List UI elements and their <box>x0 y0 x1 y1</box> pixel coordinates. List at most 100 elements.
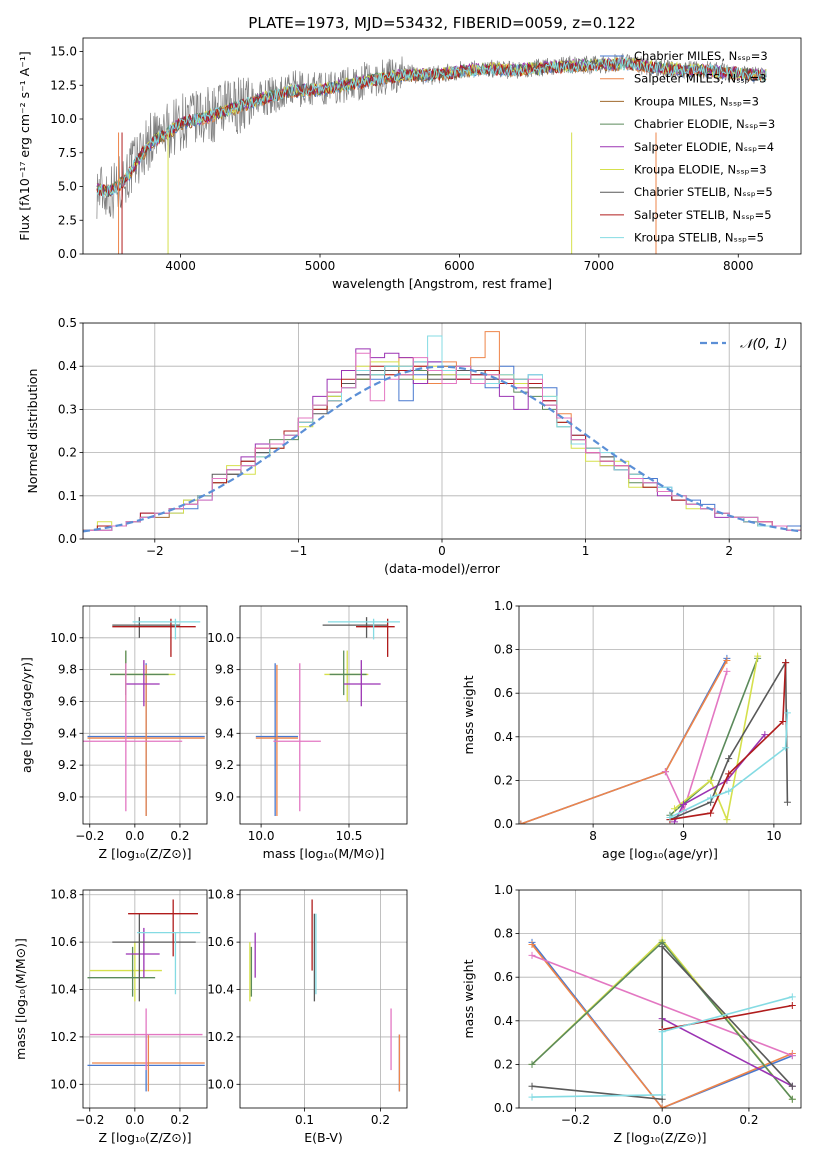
axes-frame <box>518 889 802 1109</box>
axes-frame <box>82 37 802 255</box>
weight-marker <box>680 800 687 808</box>
legend-label: Kroupa ELODIE, Nₛₛₚ=3 <box>634 163 767 177</box>
x-tick-label: −0.2 <box>75 1113 104 1127</box>
x-tick-label: 0.2 <box>739 1113 758 1127</box>
y-tick-label: 10.4 <box>207 983 234 997</box>
weight-series-line <box>669 662 787 821</box>
weight-marker <box>670 805 678 813</box>
weight-marker <box>782 744 790 752</box>
weight-marker <box>528 951 536 959</box>
x-tick-label: 10.5 <box>336 829 363 843</box>
y-tick-label: 10.8 <box>50 888 77 902</box>
x-axis-label: Z [log₁₀(Z/Z⊙)] <box>614 1130 707 1145</box>
legend-label: Kroupa STELIB, Nₛₛₚ=5 <box>634 231 764 245</box>
y-tick-label: 10.8 <box>207 888 234 902</box>
weight-marker <box>658 943 666 951</box>
weight-marker <box>707 776 715 784</box>
axes-frame <box>82 605 208 825</box>
legend-label: Salpeter STELIB, Nₛₛₚ=5 <box>634 208 772 222</box>
y-tick-label: 0.4 <box>494 730 513 744</box>
axes-frame <box>518 605 802 825</box>
weight-marker <box>788 993 796 1001</box>
y-axis-label: mass weight <box>461 959 476 1038</box>
weight-series-line <box>664 671 728 814</box>
weight-marker <box>754 652 762 660</box>
legend-label: Chabrier MILES, Nₛₛₚ=3 <box>634 49 768 63</box>
z-age-plot-area <box>83 606 207 824</box>
y-tick-label: 0.2 <box>494 1057 513 1071</box>
y-tick-label: 15.0 <box>50 45 77 59</box>
normal-curve-line <box>83 365 801 533</box>
x-tick-label: 9 <box>680 829 688 843</box>
weight-marker <box>519 820 525 824</box>
weight-marker <box>782 659 790 667</box>
y-tick-label: 10.0 <box>207 1077 234 1091</box>
weight-series-line <box>531 944 793 1108</box>
z-mass-plot-area <box>83 890 207 1108</box>
y-tick-label: 10.0 <box>50 1077 77 1091</box>
y-tick-label: 9.2 <box>215 758 234 772</box>
y-tick-label: 0.8 <box>494 643 513 657</box>
legend-label: Kroupa MILES, Nₛₛₚ=3 <box>634 94 759 108</box>
chart-title: PLATE=1973, MJD=53432, FIBERID=0059, z=0… <box>248 14 635 32</box>
y-tick-label: 10.2 <box>50 1030 77 1044</box>
x-tick-label: 0.0 <box>125 829 144 843</box>
z-weight-plot-area <box>519 890 801 1108</box>
weight-series-line <box>661 1017 793 1087</box>
mass-age-plot-area <box>240 606 407 824</box>
x-tick-label: 2 <box>725 544 733 558</box>
weight-series-line <box>520 660 728 824</box>
y-axis-label: mass weight <box>461 675 476 754</box>
axes-frame <box>82 322 802 540</box>
weight-marker <box>783 798 791 806</box>
weight-marker <box>788 1052 796 1060</box>
x-tick-label: 10.0 <box>248 829 275 843</box>
mass-age-axes: 10.0 10.5 9.0 9.2 9.4 9.6 9.8 10.0 mass [log₁₀(M… <box>207 605 408 861</box>
x-tick-label: 0.2 <box>371 1113 390 1127</box>
model-spectrum-line <box>96 56 767 198</box>
y-tick-label: 10.0 <box>207 631 234 645</box>
legend: Chabrier MILES, Nₛₛₚ=3 Salpeter MILES, Nₛ… <box>600 49 775 245</box>
axes-frame <box>82 889 208 1109</box>
y-tick-label: 0.4 <box>58 359 77 373</box>
x-tick-label: 1 <box>582 544 590 558</box>
y-tick-label: 9.8 <box>58 663 77 677</box>
x-tick-label: −2 <box>146 544 164 558</box>
y-tick-label: 0.8 <box>494 927 513 941</box>
weight-marker <box>761 731 769 739</box>
y-tick-label: 10.2 <box>207 1030 234 1044</box>
y-tick-label: 0.6 <box>494 970 513 984</box>
axes-frame <box>239 605 408 825</box>
weight-marker <box>658 1091 666 1099</box>
weight-marker <box>723 816 731 824</box>
weight-marker <box>528 1082 536 1090</box>
y-tick-label: 10.6 <box>50 935 77 949</box>
y-tick-label: 0.1 <box>58 489 77 503</box>
x-tick-label: −0.2 <box>561 1113 590 1127</box>
x-axis-label: mass [log₁₀(M/M⊙)] <box>263 846 385 861</box>
y-tick-label: 0.5 <box>58 316 77 330</box>
y-tick-label: 9.0 <box>58 790 77 804</box>
y-tick-label: 10.6 <box>207 935 234 949</box>
legend-label: 𝒩(0, 1) <box>740 337 787 352</box>
y-tick-label: 0.2 <box>58 446 77 460</box>
x-axis-label: (data-model)/error <box>384 561 501 576</box>
weight-marker <box>725 755 733 763</box>
y-tick-label: 0.4 <box>494 1014 513 1028</box>
residuals-axes: −2 −1 0 1 2 0.0 0.1 0.2 0.3 0.4 0.5 (data-model)/er… <box>25 316 802 576</box>
y-tick-label: 9.6 <box>215 694 234 708</box>
weight-marker <box>779 718 787 726</box>
weight-series-line <box>531 944 793 1101</box>
weight-marker <box>528 941 536 948</box>
x-tick-label: 8 <box>589 829 597 843</box>
weight-marker <box>725 770 733 778</box>
y-tick-label: 9.4 <box>215 726 234 740</box>
x-tick-label: 0.0 <box>653 1113 672 1127</box>
z-age-axes: −0.2 0.0 0.2 9.0 9.2 9.4 9.6 9.8 10.0 Z [log₁₀(Z/… <box>19 605 208 861</box>
x-tick-label: 0.0 <box>125 1113 144 1127</box>
y-axis-label: Flux [fλ10⁻¹⁷ erg cm⁻² s⁻¹ A⁻¹] <box>17 51 32 240</box>
y-tick-label: 12.5 <box>50 78 77 92</box>
age-weight-axes: 8 9 10 0.0 0.2 0.4 0.6 0.8 1.0 age [log₁₀(age/yr)… <box>461 599 802 861</box>
weight-marker <box>666 813 674 821</box>
